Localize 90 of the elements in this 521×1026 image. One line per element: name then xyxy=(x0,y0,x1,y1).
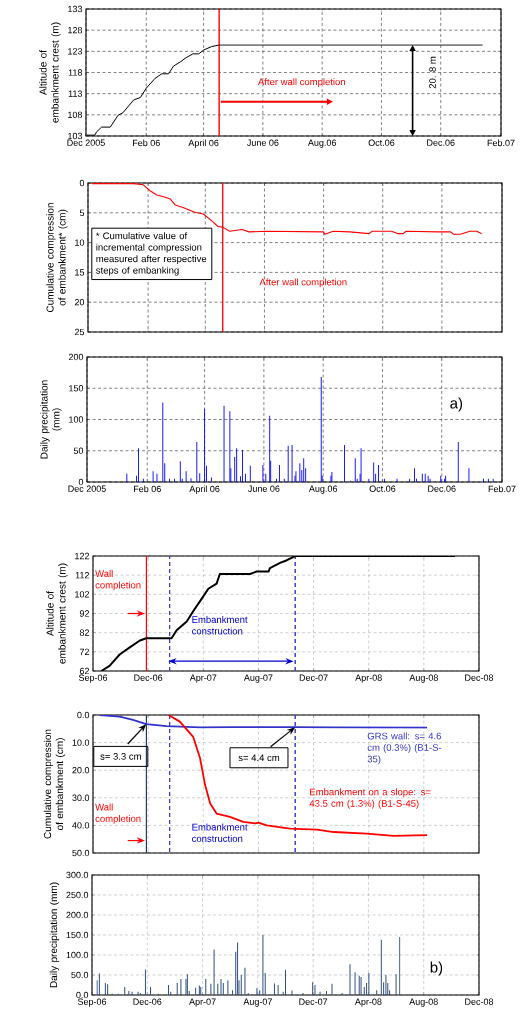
y-tick-label: 122 xyxy=(75,552,90,560)
y-tick-label: 10.0 xyxy=(72,739,90,746)
annotation: Wall completion xyxy=(95,803,141,824)
y-tick-label: 123 xyxy=(68,48,83,55)
x-tick-label: Apr-08 xyxy=(355,674,382,683)
x-tick-label: Aug-08 xyxy=(409,998,438,1007)
x-tick-label: Dec-07 xyxy=(299,674,328,681)
y-tick-label: 100.0 xyxy=(66,951,89,959)
x-tick-label: Aug-08 xyxy=(409,674,438,683)
x-tick-label: Dec-06 xyxy=(133,998,162,1005)
y-tick-label: 133 xyxy=(68,5,83,13)
y-tick-label: 92 xyxy=(79,610,90,617)
x-tick-label: June 06 xyxy=(247,139,279,146)
y-tick-label: 0.0 xyxy=(77,711,90,719)
annotation: b) xyxy=(430,961,443,976)
x-tick-label: Apr-07 xyxy=(189,674,217,683)
y-tick-label: 128 xyxy=(68,26,83,34)
x-tick-label: Aug.06 xyxy=(307,139,337,148)
y-tick-label: 200.0 xyxy=(66,911,89,919)
annotation: 20. 8 m xyxy=(429,56,436,89)
x-tick-label: Sep-06 xyxy=(78,674,108,683)
y-tick-label: 118 xyxy=(68,69,83,76)
y-tick-label: 20.0 xyxy=(72,767,90,774)
y-axis-title: Altitude of embankment crest (m) xyxy=(39,22,61,123)
y-tick-label: 103 xyxy=(68,132,83,140)
y-tick-label: 113 xyxy=(68,90,83,97)
annotation: After wall completion xyxy=(259,278,347,288)
x-tick-label: Oct.06 xyxy=(369,485,396,492)
annotation: a) xyxy=(450,397,463,412)
y-tick-label: 250.0 xyxy=(66,891,89,899)
y-tick-label: 150.0 xyxy=(66,931,89,939)
y-axis-title: Daily precipitation (mm) xyxy=(49,882,60,988)
y-tick-label: 50 xyxy=(73,447,84,454)
y-tick-label: 0 xyxy=(78,478,84,486)
y-tick-label: 100 xyxy=(69,416,84,423)
annotation: Embankment construction xyxy=(192,615,248,635)
y-tick-label: 15 xyxy=(75,269,85,276)
y-tick-label: 72 xyxy=(79,648,90,655)
y-axis-title: Cumulative compression of embankment (cm) xyxy=(43,729,66,839)
x-tick-label: Feb.07 xyxy=(488,485,516,493)
y-tick-label: 30.0 xyxy=(72,794,90,801)
annotation: Wall completion xyxy=(95,569,141,591)
y-tick-label: 300.0 xyxy=(66,871,89,879)
y-tick-label: 108 xyxy=(68,111,83,119)
annotation: After wall completion xyxy=(257,78,345,88)
y-tick-label: 200 xyxy=(68,353,84,361)
x-tick-label: Apr-07 xyxy=(189,998,216,1007)
y-tick-label: 5 xyxy=(79,209,85,216)
x-tick-label: Feb.07 xyxy=(487,139,515,147)
y-tick-label: 112 xyxy=(75,572,90,579)
x-tick-label: Dec-08 xyxy=(465,998,494,1005)
y-tick-label: 25 xyxy=(74,328,85,336)
x-tick-label: Feb 06 xyxy=(133,485,161,493)
x-tick-label: Dec 2005 xyxy=(68,485,106,492)
x-tick-label: Aug-07 xyxy=(243,998,272,1007)
x-tick-label: Aug.06 xyxy=(308,485,338,494)
annotation: s= 3.3 cm xyxy=(100,753,141,760)
annotation: Embankment construction xyxy=(192,823,248,842)
y-tick-label: 82 xyxy=(79,629,90,636)
y-tick-label: 50.0 xyxy=(71,971,89,979)
series-label: GRS wall: s= 4.6 cm (0.3%) (B1-S-35) xyxy=(367,732,442,765)
x-tick-label: Sep-06 xyxy=(77,998,107,1007)
text: Embankment on a slope: s= 43.5 cm (1.3%) (B1-S-45) xyxy=(309,788,431,809)
x-tick-label: Dec-06 xyxy=(134,674,163,681)
x-tick-label: Aug-07 xyxy=(243,674,273,683)
x-tick-label: Apr-08 xyxy=(354,998,382,1007)
annotation: * Cumulative value of incremental compression measured after respective steps of embanking xyxy=(95,232,207,276)
y-tick-label: 10 xyxy=(75,239,85,246)
y-axis-title: Daily precipitation (mm) xyxy=(40,380,62,459)
y-tick-label: 0.0 xyxy=(76,991,89,999)
y-tick-label: 102 xyxy=(75,591,90,598)
annotation: s= 4.4 cm xyxy=(238,754,280,762)
x-tick-label: June 06 xyxy=(248,485,280,492)
x-tick-label: Dec 2005 xyxy=(67,139,105,146)
y-tick-label: 150 xyxy=(69,385,84,392)
y-tick-label: 50.0 xyxy=(72,849,90,857)
x-tick-label: Oct.06 xyxy=(368,139,395,146)
x-tick-label: Dec.06 xyxy=(428,485,456,492)
x-tick-label: Dec-08 xyxy=(465,674,494,681)
y-axis-title: Altitude of embankment crest (m) xyxy=(46,563,68,664)
x-tick-label: Dec-07 xyxy=(299,998,328,1005)
y-tick-label: 62 xyxy=(79,667,90,675)
y-axis-title: Cumulative compression of embankment* (cm) xyxy=(46,203,68,313)
y-tick-label: 20 xyxy=(74,299,85,306)
x-tick-label: April 06 xyxy=(188,139,219,148)
x-tick-label: April 06 xyxy=(189,485,220,494)
x-tick-label: Feb 06 xyxy=(132,139,160,147)
y-tick-label: 40.0 xyxy=(72,822,90,829)
y-tick-label: 0 xyxy=(79,179,85,187)
x-tick-label: Dec.06 xyxy=(427,139,455,146)
